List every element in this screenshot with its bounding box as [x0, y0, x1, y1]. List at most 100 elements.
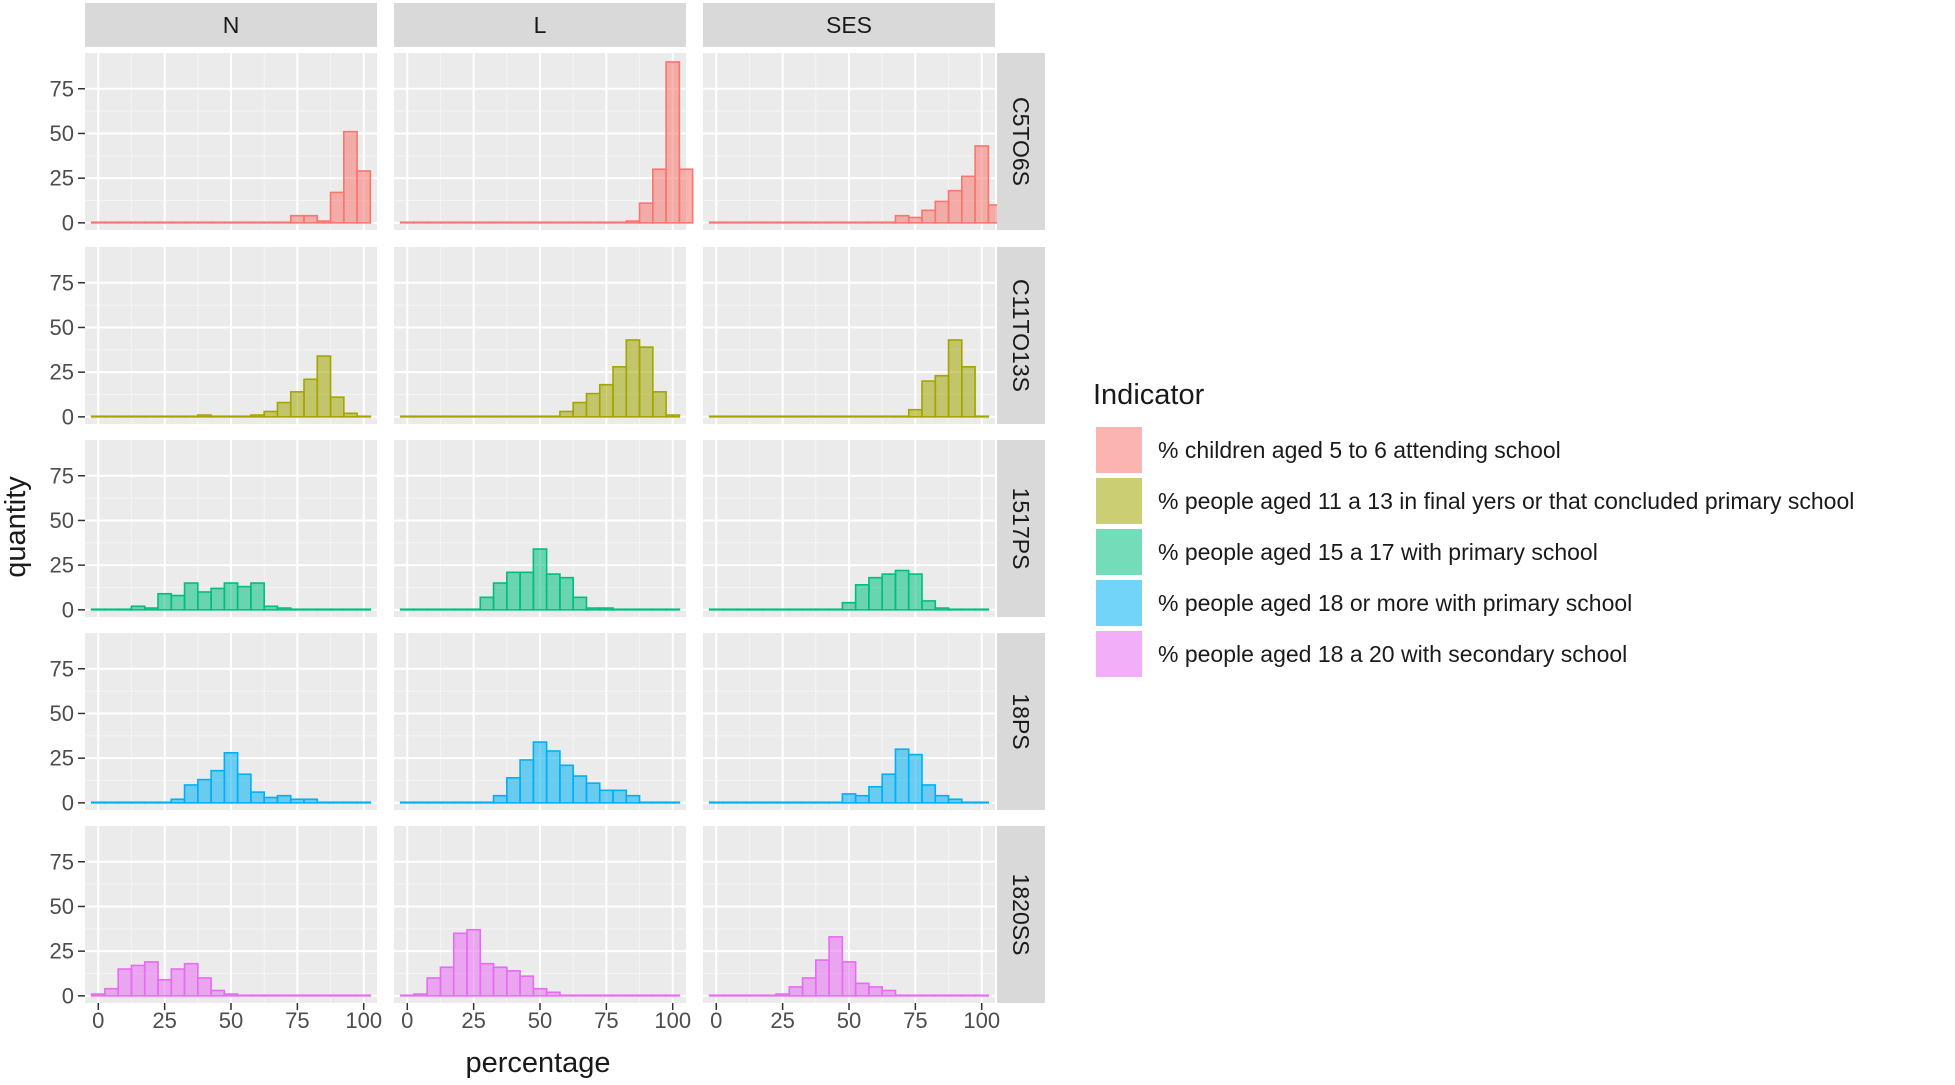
histogram-bar [815, 608, 830, 611]
histogram-bar [519, 571, 535, 611]
legend-item: % people aged 18 a 20 with secondary sch… [1096, 631, 1627, 677]
histogram-bar [761, 994, 777, 997]
histogram-bar [439, 221, 455, 224]
histogram-bar [947, 994, 963, 997]
histogram-bar [921, 784, 937, 804]
legend-label: % people aged 18 or more with primary sc… [1158, 590, 1632, 616]
histogram-bar [868, 986, 883, 997]
histogram-bar [841, 961, 857, 997]
histogram-bar [722, 608, 737, 611]
legend-title: Indicator [1093, 379, 1205, 411]
histogram-bar [143, 607, 159, 611]
y-tick-label: 50 [50, 315, 74, 340]
histogram-bar [894, 569, 910, 611]
histogram-bar [289, 608, 305, 611]
histogram-bar [210, 587, 226, 611]
histogram-bar [130, 221, 146, 224]
histogram-bar [974, 608, 990, 611]
histogram-bar [748, 994, 764, 997]
row-strip-18PS: 18PS [997, 633, 1045, 810]
histogram-bar [183, 415, 199, 418]
histogram-bar [426, 221, 442, 224]
histogram-bar [506, 221, 521, 224]
histogram-bar [197, 977, 212, 997]
legend-item: % people aged 18 or more with primary sc… [1096, 580, 1632, 626]
histogram-bar [652, 391, 667, 418]
legend-item: % children aged 5 to 6 attending school [1096, 427, 1561, 473]
histogram-bar [559, 410, 574, 418]
x-tick-label: 100 [963, 1008, 1000, 1033]
histogram-bar [572, 775, 588, 804]
histogram-bar [519, 221, 535, 224]
histogram-bar [961, 608, 976, 611]
histogram-bar [303, 378, 319, 418]
histogram-bar [343, 130, 358, 224]
legend-key [1096, 478, 1142, 524]
histogram-bar [625, 339, 641, 418]
histogram-bar [974, 145, 990, 224]
histogram-bar [492, 966, 508, 997]
histogram-bar [223, 993, 239, 997]
histogram-bar [559, 994, 574, 997]
histogram-bar [854, 982, 870, 997]
histogram-bar [399, 608, 415, 611]
histogram-bar [170, 594, 186, 611]
histogram-bar [343, 608, 358, 611]
histogram-bar [506, 571, 521, 611]
y-tick-label: 25 [50, 360, 74, 385]
histogram-bar [722, 221, 737, 224]
histogram-bar [316, 220, 332, 224]
x-tick-label: 50 [219, 1008, 243, 1033]
panels-layer [85, 53, 1003, 1003]
histogram-bar [652, 801, 667, 804]
histogram-bar [466, 608, 482, 611]
x-tick-label: 100 [654, 1008, 691, 1033]
histogram-bar [210, 769, 226, 804]
histogram-bar [263, 994, 279, 997]
histogram-bar [735, 994, 751, 997]
histogram-bar [788, 415, 804, 418]
y-tick-label: 50 [50, 894, 74, 919]
row-strip-background [997, 53, 1045, 230]
histogram-bar [545, 991, 561, 997]
histogram-bar [974, 801, 990, 804]
histogram-bar [250, 791, 265, 804]
column-strip-SES: SES [703, 3, 995, 47]
histogram-bar [356, 415, 372, 418]
x-tick-label: 0 [710, 1008, 722, 1033]
y-axis: 0 25 50 75 [50, 463, 85, 622]
histogram-bar [426, 608, 442, 611]
legend: Indicator % children aged 5 to 6 attendi… [1093, 379, 1854, 677]
histogram-bar [841, 415, 857, 418]
histogram-bar [881, 989, 897, 997]
histogram-bar [236, 994, 252, 997]
histogram-bar [801, 977, 817, 997]
histogram-bar [934, 794, 950, 804]
histogram-bar [801, 415, 817, 418]
histogram-bar [452, 608, 468, 611]
histogram-bar [775, 608, 791, 611]
histogram-bar [612, 365, 628, 418]
row-strip-C11TO13S: C11TO13S [997, 247, 1045, 424]
histogram-bar [921, 600, 937, 611]
histogram-bar [104, 608, 119, 611]
histogram-bar [413, 801, 428, 804]
histogram-bar [263, 410, 279, 418]
histogram-bar [316, 994, 332, 997]
histogram-bar [157, 801, 173, 804]
histogram-bar [735, 608, 751, 611]
histogram-bar [303, 608, 319, 611]
histogram-bar [519, 415, 535, 418]
histogram-bar [722, 801, 737, 804]
histogram-bar [665, 61, 681, 224]
column-strip-N: N [85, 3, 377, 47]
panel-C5TO6S-SES [703, 53, 1003, 230]
histogram-bar [572, 401, 588, 418]
histogram-bar [585, 782, 601, 804]
histogram-bar [748, 801, 764, 804]
histogram-bar [585, 994, 601, 997]
histogram-bar [585, 392, 601, 418]
column-strip-label: L [534, 12, 547, 38]
histogram-bar [748, 415, 764, 418]
